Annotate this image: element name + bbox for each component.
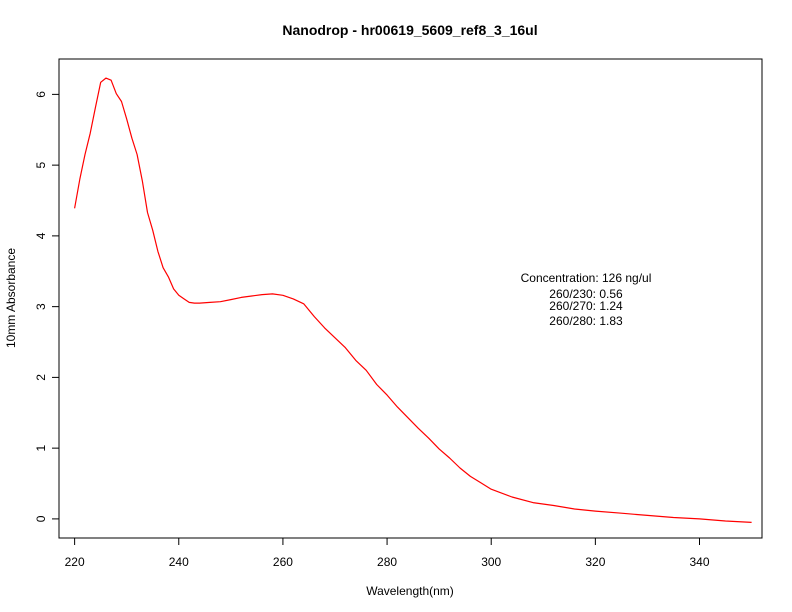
x-tick-label: 340 <box>689 555 709 569</box>
y-tick-label: 6 <box>34 91 48 98</box>
x-axis-label: Wavelength(nm) <box>366 584 454 598</box>
y-axis: 0 1 2 3 4 5 6 <box>34 91 60 522</box>
y-tick-label: 4 <box>34 232 48 239</box>
y-tick-label: 1 <box>34 444 48 451</box>
annotation-ratio-260-230: 260/230: 0.56 <box>549 287 623 301</box>
plot-frame <box>58 58 763 539</box>
y-tick-label: 3 <box>34 303 48 310</box>
annotation-block: Concentration: 126 ng/ul 260/230: 0.56 2… <box>521 271 652 328</box>
x-tick-label: 220 <box>65 555 85 569</box>
y-tick-label: 5 <box>34 161 48 168</box>
chart-title: Nanodrop - hr00619_5609_ref8_3_16ul <box>282 22 537 38</box>
annotation-ratio-260-270: 260/270: 1.24 <box>549 299 623 313</box>
annotation-ratio-260-280: 260/280: 1.83 <box>549 314 623 328</box>
x-tick-label: 240 <box>169 555 189 569</box>
x-tick-label: 300 <box>481 555 501 569</box>
x-tick-label: 320 <box>585 555 605 569</box>
y-axis-label: 10mm Absorbance <box>4 248 18 348</box>
series-layer <box>74 77 752 523</box>
x-tick-label: 260 <box>273 555 293 569</box>
annotation-concentration: Concentration: 126 ng/ul <box>521 271 652 285</box>
x-axis: 220 240 260 280 300 320 340 <box>65 537 710 569</box>
absorbance-series-line <box>74 77 752 523</box>
y-tick-label: 0 <box>34 515 48 522</box>
y-tick-label: 2 <box>34 374 48 381</box>
x-tick-label: 280 <box>377 555 397 569</box>
